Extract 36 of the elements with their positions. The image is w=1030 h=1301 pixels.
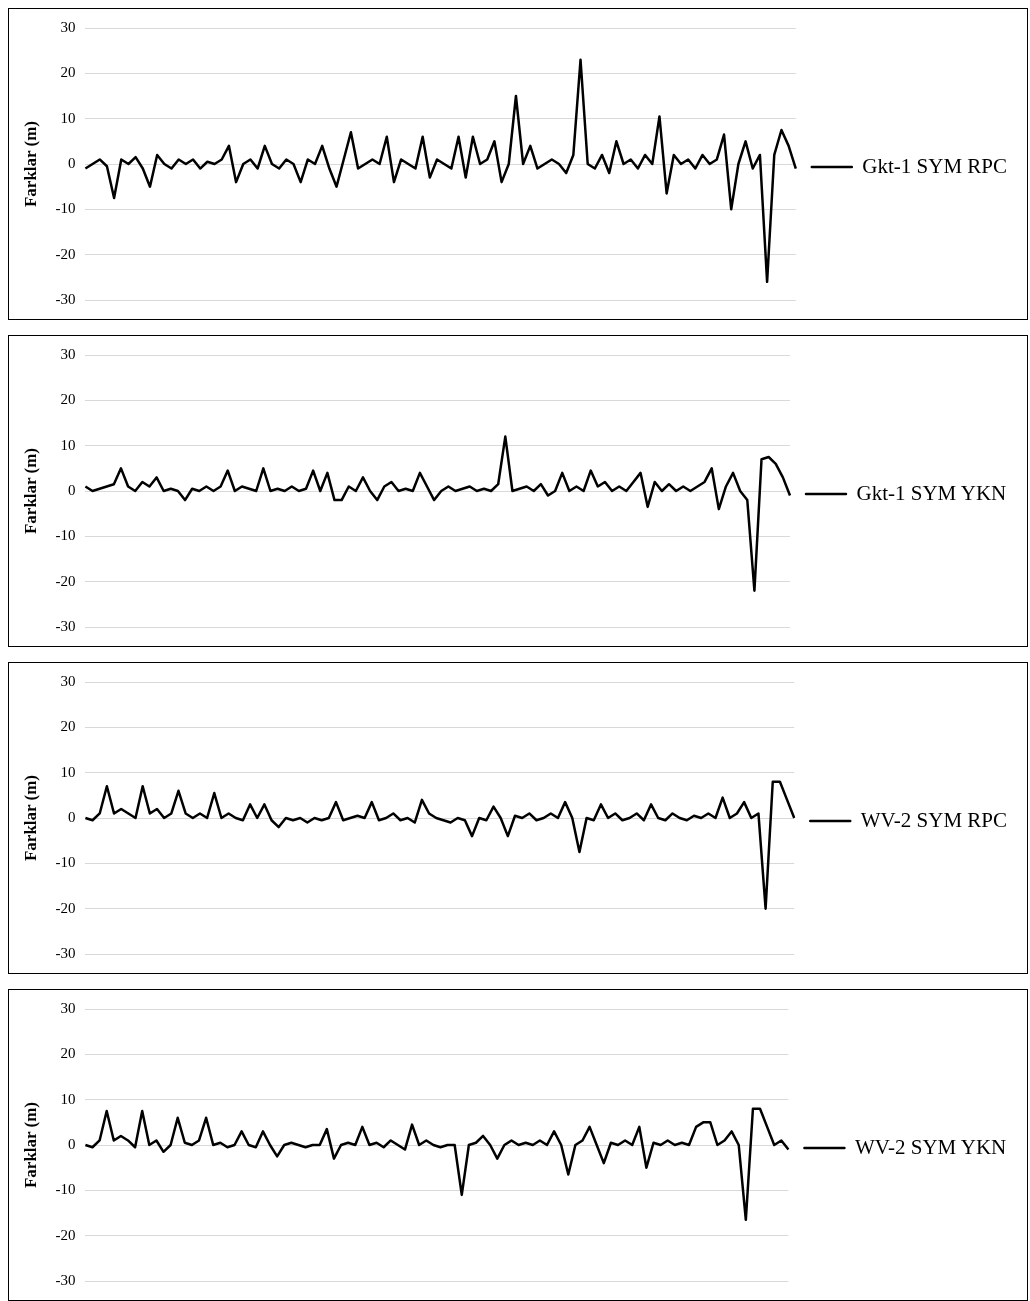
y-tick-label: 20 xyxy=(60,391,76,408)
y-tick-label: -20 xyxy=(55,1226,76,1243)
y-tick-label: -20 xyxy=(55,245,76,262)
y-tick-label: -20 xyxy=(55,572,76,589)
y-tick-label: -30 xyxy=(55,944,76,961)
y-axis-title: Farklar (m) xyxy=(20,120,40,208)
y-tick-label: -30 xyxy=(55,290,76,307)
y-tick-label: 30 xyxy=(60,345,76,362)
y-tick-label: 10 xyxy=(60,109,76,126)
y-tick-label: 0 xyxy=(67,808,76,825)
legend-label: WV-2 SYM RPC xyxy=(860,807,1007,832)
legend-label: Gkt-1 SYM YKN xyxy=(856,480,1007,505)
y-tick-label: 10 xyxy=(60,763,76,780)
y-tick-label: 30 xyxy=(60,18,76,35)
y-axis-title: Farklar (m) xyxy=(20,447,40,535)
y-tick-label: 0 xyxy=(67,481,76,498)
y-tick-label: -30 xyxy=(55,617,76,634)
y-axis-title: Farklar (m) xyxy=(20,774,40,862)
y-tick-label: -20 xyxy=(55,899,76,916)
y-tick-label: 30 xyxy=(60,999,76,1016)
y-tick-label: -10 xyxy=(55,1181,76,1198)
y-tick-label: -30 xyxy=(55,1271,76,1288)
legend-label: WV-2 SYM YKN xyxy=(854,1134,1007,1159)
y-axis-title: Farklar (m) xyxy=(20,1101,40,1189)
y-tick-label: 30 xyxy=(60,672,76,689)
y-tick-label: 20 xyxy=(60,64,76,81)
y-tick-label: -10 xyxy=(55,527,76,544)
y-tick-label: 20 xyxy=(60,718,76,735)
y-tick-label: 0 xyxy=(67,154,76,171)
y-tick-label: 10 xyxy=(60,436,76,453)
legend-label: Gkt-1 SYM RPC xyxy=(862,153,1007,178)
y-tick-label: 0 xyxy=(67,1135,76,1152)
y-tick-label: -10 xyxy=(55,854,76,871)
y-tick-label: 10 xyxy=(60,1090,76,1107)
y-tick-label: -10 xyxy=(55,200,76,217)
y-tick-label: 20 xyxy=(60,1045,76,1062)
